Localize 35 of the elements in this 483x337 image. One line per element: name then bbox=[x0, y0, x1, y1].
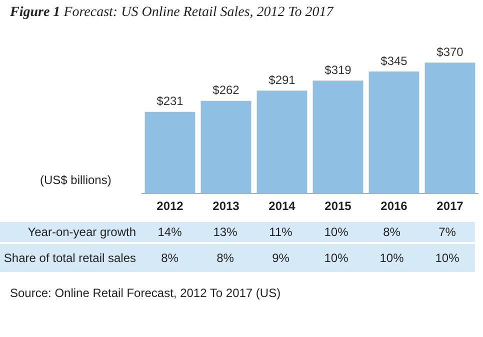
x-tick-label: 2015 bbox=[324, 199, 352, 214]
text: 10% bbox=[378, 251, 405, 265]
bar bbox=[424, 62, 476, 194]
text: 10% bbox=[323, 251, 350, 265]
text: 11% bbox=[268, 225, 294, 239]
x-tick-label: 2012 bbox=[156, 199, 184, 214]
text: 9% bbox=[271, 251, 290, 265]
data-label: $370 bbox=[436, 44, 464, 59]
text: 7% bbox=[438, 225, 457, 239]
text: 10% bbox=[323, 225, 350, 239]
x-tick-label: 2013 bbox=[212, 199, 240, 214]
bar bbox=[368, 71, 420, 194]
x-tick-label: 2017 bbox=[436, 199, 464, 214]
bar bbox=[256, 90, 308, 194]
text: 13% bbox=[212, 225, 238, 239]
bar bbox=[312, 80, 364, 194]
text: 14% bbox=[156, 225, 183, 239]
text: Year-on-year growth bbox=[26, 224, 137, 238]
bar bbox=[200, 100, 252, 194]
x-tick-label: 2014 bbox=[268, 199, 296, 214]
chart-title: Figure 1 Forecast: US Online Retail Sales, 2012 To 2017 bbox=[10, 5, 334, 21]
text: 8% bbox=[160, 251, 180, 265]
text: 8% bbox=[216, 251, 235, 265]
data-label: $319 bbox=[324, 62, 352, 77]
data-label: $262 bbox=[212, 83, 240, 98]
text: 8% bbox=[382, 225, 402, 239]
bar bbox=[144, 112, 196, 194]
source-note: Source: Online Retail Forecast, 2012 To 2017 (US) bbox=[10, 286, 281, 300]
y-axis-title: (US$ billions) bbox=[40, 173, 112, 187]
text: Share of total retail sales bbox=[2, 250, 137, 264]
x-tick-label: 2016 bbox=[380, 199, 408, 214]
text: 10% bbox=[434, 251, 460, 265]
data-label: $291 bbox=[268, 72, 296, 87]
data-label: $231 bbox=[156, 94, 184, 108]
data-label: $345 bbox=[380, 54, 408, 68]
